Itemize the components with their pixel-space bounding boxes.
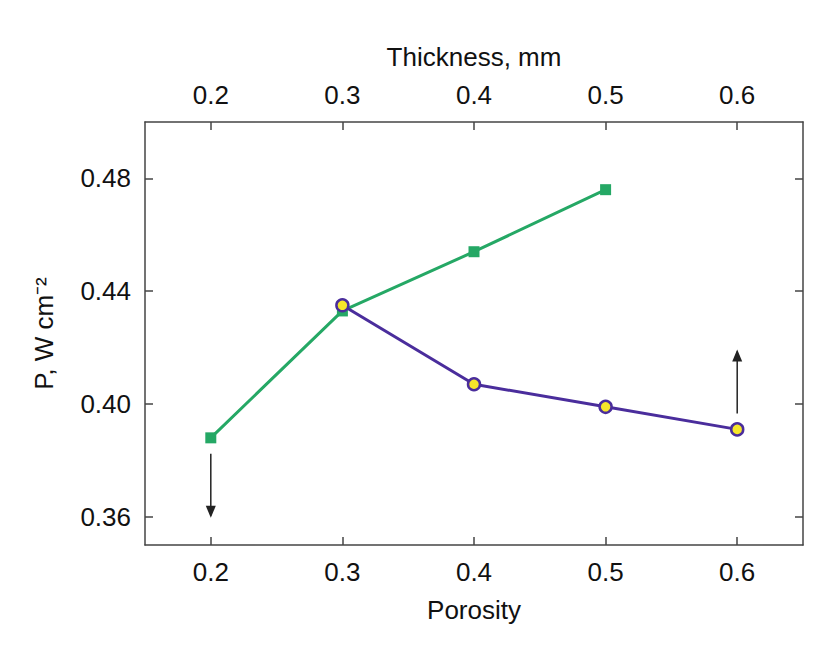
svg-text:0.6: 0.6 bbox=[719, 80, 755, 110]
svg-text:0.40: 0.40 bbox=[80, 389, 131, 419]
svg-text:0.4: 0.4 bbox=[456, 557, 492, 587]
svg-text:0.44: 0.44 bbox=[80, 276, 131, 306]
svg-text:0.48: 0.48 bbox=[80, 163, 131, 193]
svg-text:0.6: 0.6 bbox=[719, 557, 755, 587]
svg-text:Thickness, mm: Thickness, mm bbox=[387, 42, 562, 72]
svg-text:Porosity: Porosity bbox=[427, 595, 521, 625]
svg-text:0.36: 0.36 bbox=[80, 502, 131, 532]
svg-text:0.2: 0.2 bbox=[193, 557, 229, 587]
svg-text:0.5: 0.5 bbox=[588, 557, 624, 587]
svg-text:P, W cm⁻²: P, W cm⁻² bbox=[29, 277, 59, 390]
svg-text:0.3: 0.3 bbox=[324, 80, 360, 110]
svg-text:0.5: 0.5 bbox=[588, 80, 624, 110]
svg-text:0.2: 0.2 bbox=[193, 80, 229, 110]
svg-text:0.4: 0.4 bbox=[456, 80, 492, 110]
svg-text:0.3: 0.3 bbox=[324, 557, 360, 587]
